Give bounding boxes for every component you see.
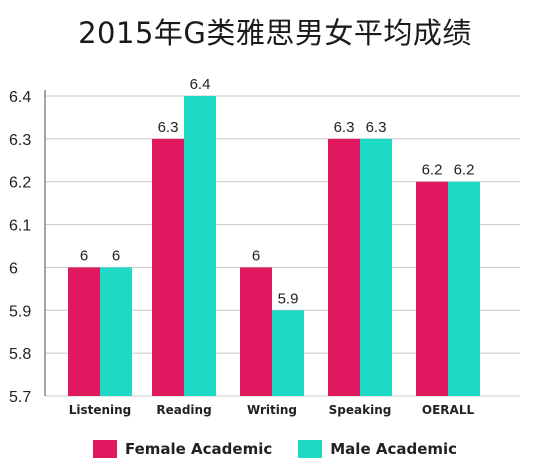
- y-tick-label: 6.1: [9, 218, 31, 235]
- x-tick-label: OERALL: [422, 403, 475, 417]
- chart-title: 2015年G类雅思男女平均成绩: [78, 16, 472, 50]
- legend-label-female: Female Academic: [124, 440, 273, 458]
- bar-male-writing: [272, 310, 304, 396]
- x-tick-label: Speaking: [329, 403, 392, 417]
- data-label: 6.3: [366, 119, 387, 136]
- legend-label-male: Male Academic: [330, 440, 458, 458]
- bar-male-speaking: [360, 138, 392, 396]
- bar-female-listening: [68, 267, 100, 396]
- bar-female-writing: [240, 267, 272, 396]
- y-tick-label: 5.8: [9, 346, 31, 363]
- bar-female-speaking: [328, 138, 360, 396]
- x-tick-label: Reading: [156, 403, 211, 417]
- y-tick-label: 5.7: [9, 389, 31, 406]
- data-label: 6: [80, 247, 88, 264]
- bar-female-reading: [152, 138, 184, 396]
- y-tick-label: 6.3: [9, 132, 31, 149]
- legend-swatch-female: [92, 440, 117, 458]
- bar-male-listening: [100, 267, 132, 396]
- legend-swatch-male: [298, 440, 323, 458]
- data-label: 5.9: [278, 290, 299, 307]
- y-tick-label: 6: [9, 260, 18, 277]
- data-label: 6: [252, 247, 260, 264]
- y-tick-label: 5.9: [9, 303, 31, 320]
- data-label: 6.3: [334, 119, 355, 136]
- legend-item-female: Female Academic: [92, 440, 273, 458]
- data-label: 6.3: [158, 119, 179, 136]
- data-label: 6.2: [422, 162, 443, 179]
- x-tick-label: Listening: [69, 403, 132, 417]
- bar-male-reading: [184, 96, 216, 396]
- bar-male-oerall: [448, 181, 480, 396]
- x-tick-label: Writing: [247, 403, 297, 417]
- data-label: 6: [112, 247, 120, 264]
- data-label: 6.4: [190, 76, 211, 93]
- chart-legend: Female Academic Male Academic: [0, 440, 550, 458]
- y-tick-label: 6.4: [9, 89, 31, 106]
- y-tick-label: 6.2: [9, 175, 31, 192]
- legend-item-male: Male Academic: [298, 440, 457, 458]
- bar-female-oerall: [416, 181, 448, 396]
- data-label: 6.2: [454, 162, 475, 179]
